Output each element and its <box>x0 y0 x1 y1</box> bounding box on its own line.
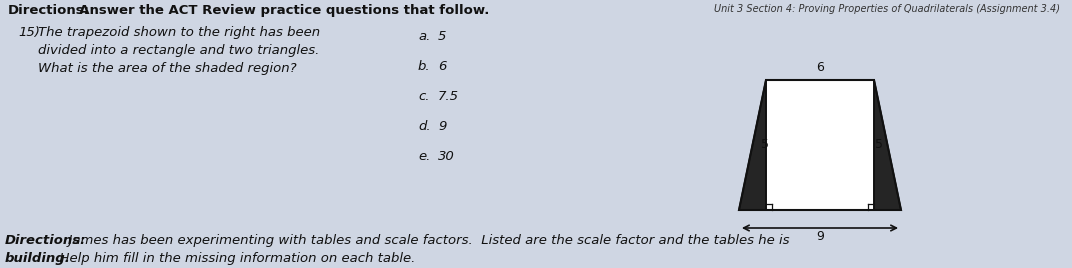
Text: Directions:: Directions: <box>8 4 90 17</box>
Text: The trapezoid shown to the right has been: The trapezoid shown to the right has bee… <box>38 26 321 39</box>
Text: Unit 3 Section 4: Proving Properties of Quadrilaterals (Assignment 3.4): Unit 3 Section 4: Proving Properties of … <box>714 4 1060 14</box>
Text: b.: b. <box>418 60 431 73</box>
Text: 15): 15) <box>18 26 40 39</box>
Text: d.: d. <box>418 120 431 133</box>
Text: divided into a rectangle and two triangles.: divided into a rectangle and two triangl… <box>38 44 319 57</box>
Text: 6: 6 <box>816 61 824 74</box>
Text: 7.5: 7.5 <box>438 90 459 103</box>
Polygon shape <box>874 80 900 210</box>
Text: 9: 9 <box>816 230 824 243</box>
Polygon shape <box>739 80 766 210</box>
Text: c.: c. <box>418 90 430 103</box>
Text: 5: 5 <box>760 139 769 151</box>
Text: building.: building. <box>5 252 71 265</box>
Text: a.: a. <box>418 30 430 43</box>
Text: e.: e. <box>418 150 430 163</box>
Text: 6: 6 <box>438 60 446 73</box>
Text: James has been experimenting with tables and scale factors.  Listed are the scal: James has been experimenting with tables… <box>60 234 789 247</box>
Text: Answer the ACT Review practice questions that follow.: Answer the ACT Review practice questions… <box>70 4 490 17</box>
Text: 9: 9 <box>438 120 446 133</box>
Text: 5: 5 <box>876 139 883 151</box>
Text: 30: 30 <box>438 150 455 163</box>
Text: Help him fill in the missing information on each table.: Help him fill in the missing information… <box>51 252 415 265</box>
Text: Directions:: Directions: <box>5 234 87 247</box>
Text: What is the area of the shaded region?: What is the area of the shaded region? <box>38 62 297 75</box>
Bar <box>766 80 874 210</box>
Text: 5: 5 <box>438 30 446 43</box>
